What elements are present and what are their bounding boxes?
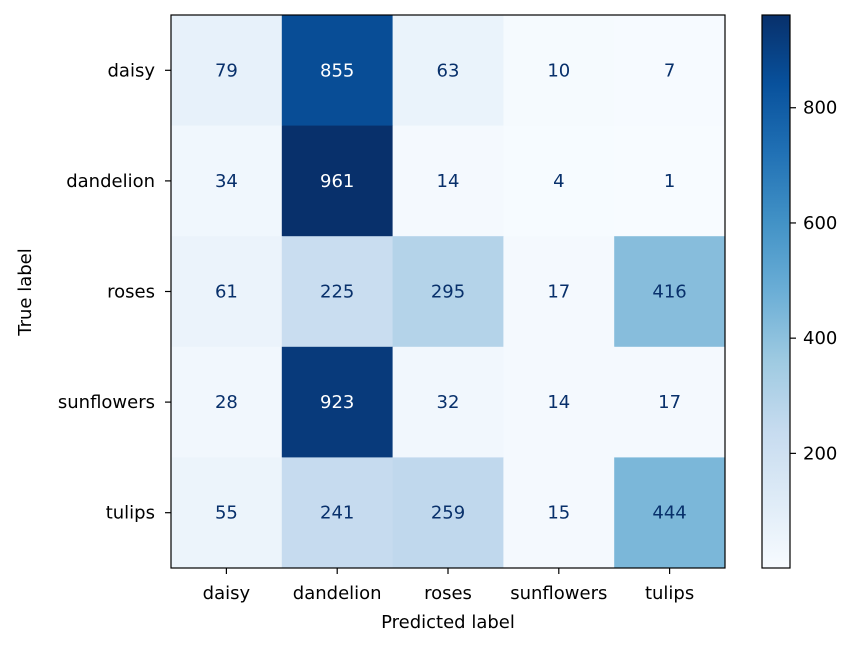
cell-value: 34 bbox=[215, 171, 238, 192]
x-tick-label: dandelion bbox=[293, 583, 382, 604]
colorbar-tick-label: 400 bbox=[803, 328, 837, 349]
y-tick-label: daisy bbox=[108, 60, 156, 81]
heatmap-cell bbox=[392, 457, 504, 569]
y-tick-label: dandelion bbox=[66, 171, 155, 192]
colorbar-ticks: 200 400 600 800 bbox=[790, 98, 837, 464]
cell-value: 17 bbox=[658, 392, 681, 413]
heatmap-cell bbox=[614, 15, 726, 127]
cell-value: 4 bbox=[553, 171, 564, 192]
cell-value: 61 bbox=[215, 282, 238, 303]
colorbar-tick-label: 600 bbox=[803, 213, 837, 234]
heatmap-cell bbox=[281, 457, 394, 569]
heatmap-cell bbox=[503, 236, 615, 348]
heatmap-cell bbox=[281, 236, 394, 348]
heatmap-cell bbox=[503, 125, 615, 237]
heatmap-cell bbox=[392, 346, 504, 458]
cell-value: 17 bbox=[547, 282, 570, 303]
heatmap-cell bbox=[392, 236, 504, 348]
cell-value: 15 bbox=[547, 503, 570, 524]
y-tick-label: roses bbox=[107, 282, 155, 303]
cell-value: 259 bbox=[431, 503, 465, 524]
y-axis-label: True label bbox=[15, 248, 36, 337]
cell-value: 855 bbox=[320, 60, 354, 81]
heatmap-cell bbox=[281, 15, 394, 127]
cell-value: 14 bbox=[437, 171, 460, 192]
x-tick-label: daisy bbox=[203, 583, 251, 604]
heatmap-cell bbox=[614, 346, 726, 458]
cell-value: 55 bbox=[215, 503, 238, 524]
heatmap-cell bbox=[171, 15, 283, 127]
x-tick-label: sunflowers bbox=[510, 583, 607, 604]
cell-values: 79 855 63 10 7 34 961 14 4 1 61 225 295 17 416 28 923 32 1… bbox=[215, 60, 687, 523]
heatmap-cell bbox=[503, 15, 615, 127]
cell-value: 63 bbox=[437, 60, 460, 81]
cell-value: 295 bbox=[431, 282, 465, 303]
heatmap-cell bbox=[171, 236, 283, 348]
cell-value: 79 bbox=[215, 60, 238, 81]
cell-value: 32 bbox=[437, 392, 460, 413]
colorbar-tick-label: 200 bbox=[803, 443, 837, 464]
colorbar-tick-label: 800 bbox=[803, 98, 837, 119]
cell-value: 923 bbox=[320, 392, 354, 413]
heatmap-cell bbox=[281, 125, 394, 237]
x-axis-ticks: daisy dandelion roses sunflowers tulips bbox=[203, 568, 694, 604]
heatmap-cell bbox=[503, 346, 615, 458]
cell-value: 444 bbox=[652, 503, 686, 524]
cell-value: 10 bbox=[547, 60, 570, 81]
heatmap-cells bbox=[171, 15, 726, 569]
heatmap-cell bbox=[171, 457, 283, 569]
heatmap-cell bbox=[171, 125, 283, 237]
heatmap-cell bbox=[614, 125, 726, 237]
heatmap-cell bbox=[171, 346, 283, 458]
heatmap-cell bbox=[392, 15, 504, 127]
cell-value: 225 bbox=[320, 282, 354, 303]
x-tick-label: tulips bbox=[645, 583, 694, 604]
y-tick-label: tulips bbox=[106, 503, 155, 524]
heatmap-cell bbox=[281, 346, 394, 458]
x-tick-label: roses bbox=[424, 583, 472, 604]
heatmap-cell bbox=[392, 125, 504, 237]
heatmap-cell bbox=[614, 457, 726, 569]
cell-value: 1 bbox=[664, 171, 675, 192]
cell-value: 961 bbox=[320, 171, 354, 192]
y-axis-ticks: daisy dandelion roses sunflowers tulips bbox=[58, 60, 171, 524]
heatmap-cell bbox=[614, 236, 726, 348]
heatmap-cell bbox=[503, 457, 615, 569]
y-tick-label: sunflowers bbox=[58, 392, 155, 413]
cell-value: 7 bbox=[664, 60, 675, 81]
x-axis-label: Predicted label bbox=[381, 612, 515, 633]
cell-value: 241 bbox=[320, 503, 354, 524]
cell-value: 416 bbox=[652, 282, 686, 303]
colorbar bbox=[761, 14, 791, 569]
cell-value: 14 bbox=[547, 392, 570, 413]
cell-value: 28 bbox=[215, 392, 238, 413]
